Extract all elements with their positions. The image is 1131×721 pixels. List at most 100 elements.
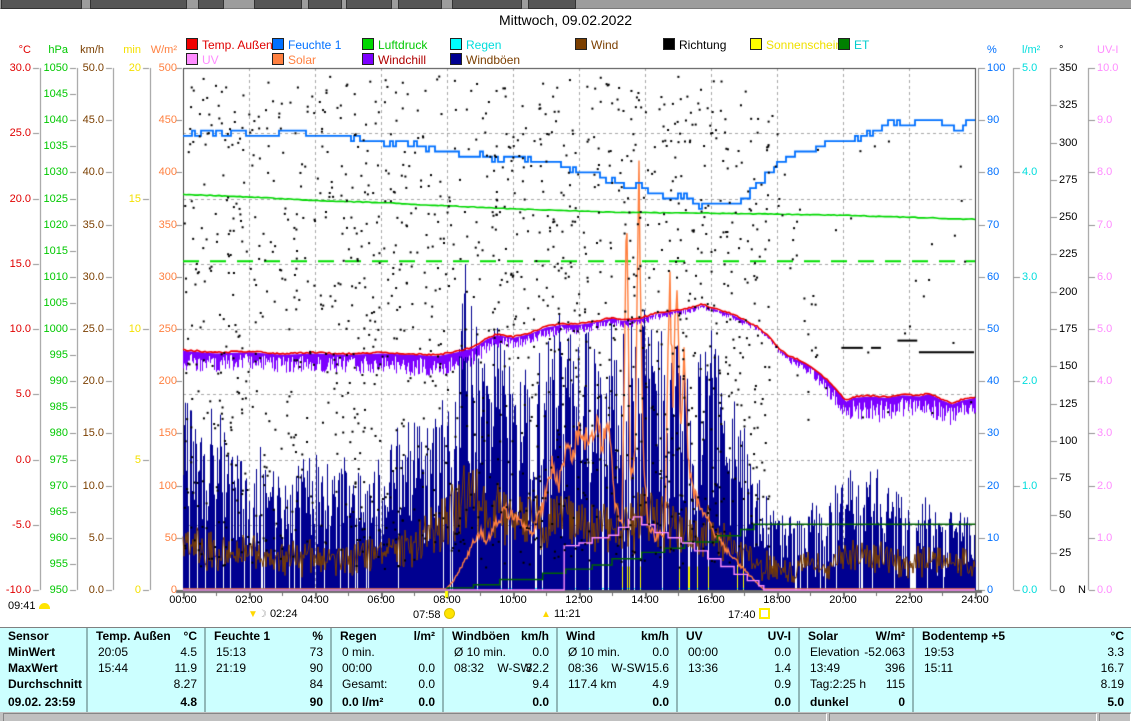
axis-unit-label: l/m² (1022, 44, 1041, 56)
axis-tick-label: 60 (987, 270, 1000, 283)
moonrise-time: 11:21 (553, 608, 581, 620)
axis-tick-label: 980 (49, 427, 68, 440)
sunrise-marker: 07:58 (413, 608, 455, 621)
table-column-header: UV UV-I (678, 628, 798, 644)
cell-time: dunkel (810, 695, 849, 709)
cell-value: 1.4 (774, 661, 791, 675)
axis-tick-label: 20 (128, 62, 141, 74)
axis-tick-label: 5 (134, 453, 141, 466)
axis-tick-label: 1000 (43, 323, 68, 335)
cell-time: 15:11 (924, 661, 954, 675)
table-cell-row: Gesamt: 0.0 (332, 676, 442, 692)
table-cell-row: 20:05 4.5 (88, 644, 204, 660)
cell-value: 0.0 (418, 695, 435, 709)
table-column-header: Bodentemp +5 °C (914, 628, 1131, 644)
cell-time: Tag:2:25 h (810, 677, 867, 691)
axis-tick-label: 30.0 (9, 62, 31, 74)
cell-value: 0.0 (774, 695, 791, 709)
cell-value: 0.0 (774, 645, 791, 659)
table-cell-row: 13:36 1.4 (678, 660, 798, 676)
sun-icon (443, 608, 455, 619)
x-axis-tick-label: 04:00 (301, 594, 329, 606)
axis-tick-label: 0.0 (15, 453, 31, 466)
axis-tick-label: 250 (1059, 211, 1078, 224)
table-cell-row: 19:53 3.3 (914, 644, 1131, 660)
axis-tick-label: 995 (49, 349, 68, 362)
table-column-header: Temp. Außen °C (88, 628, 204, 644)
axis-tick-label: 1050 (43, 62, 68, 74)
table-cell-row: 13:49 396 (800, 660, 912, 676)
axis-tick-label: 1035 (43, 140, 68, 153)
cell-time: Gesamt: (342, 677, 388, 691)
moon-down-icon: ▼ (248, 609, 258, 620)
x-axis-tick-label: 02:00 (235, 594, 263, 606)
column-name: Bodentemp +5 (922, 629, 1006, 643)
table-cell-row: 08:32 W-SW 32.2 (444, 660, 556, 676)
axis-tick-label: 3.0 (1022, 270, 1038, 283)
cell-time: 13:49 (810, 661, 841, 675)
table-cell-row: Elevation -52.063 (800, 644, 912, 660)
column-name: Feuchte 1 (214, 629, 271, 643)
row-label-text: 09.02. 23:59 (8, 695, 76, 709)
axis-tick-label: 15.0 (82, 427, 104, 440)
table-cell-row: 08:36 W-SW 15.6 (558, 660, 676, 676)
table-column-header: Windböen km/h (444, 628, 556, 644)
table-cell-row: 00:00 0.0 (678, 644, 798, 660)
table-row-label: MinWert (0, 644, 86, 660)
axis-tick-label: 965 (49, 505, 68, 518)
axis-tick-label: 0 (134, 584, 141, 596)
axis-tick-label: 225 (1059, 248, 1078, 261)
cell-value: 8.27 (173, 677, 197, 691)
cell-time: 00:00 (342, 661, 373, 675)
axis-tick-label: 90 (987, 114, 1000, 127)
axis-tick-label: 50 (987, 323, 1000, 335)
cell-value: 0.9 (774, 677, 791, 691)
axis-tick-label: 20.0 (9, 192, 31, 205)
table-cell-row: 5.0 (914, 694, 1131, 710)
axis-tick-label: 175 (1059, 323, 1078, 335)
axis-tick-label: 250 (158, 323, 177, 335)
axis-unit-label: % (987, 44, 997, 56)
x-axis-tick-label: 14:00 (631, 594, 659, 606)
axis-tick-label: 1010 (43, 270, 68, 283)
axis-tick-label: 300 (1059, 136, 1078, 149)
axis-tick-label: 4.0 (1022, 166, 1038, 179)
table-column-feuchte-1: Feuchte 1% 15:13 73 21:19 90 84 90 (204, 628, 330, 712)
axis-tick-label: 350 (158, 218, 177, 231)
axis-tick-label: 5.0 (1022, 62, 1038, 74)
axis-tick-label: 40 (987, 375, 1000, 388)
axis-tick-label: 30 (987, 427, 1000, 440)
cell-value: 0.0 (652, 695, 669, 709)
cell-value: 5.0 (1107, 695, 1124, 709)
cell-time: 21:19 (216, 661, 247, 675)
axis-unit-label: hPa (48, 44, 68, 56)
table-cell-row: 117.4 km 4.9 (558, 676, 676, 692)
table-column-header: Feuchte 1% (206, 628, 330, 644)
axis-tick-label: 975 (49, 453, 68, 466)
axis-unit-label: km/h (80, 44, 104, 56)
cell-value: 32.2 (525, 661, 549, 675)
axis-tick-label: 45.0 (82, 114, 104, 127)
table-row-label: MaxWert (0, 660, 86, 676)
table-column-temp-au-en: Temp. Außen °C 20:05 4.5 15:44 11.9 8.27 4.8 (86, 628, 204, 712)
cell-value: 16.7 (1100, 661, 1124, 675)
cell-value: 0.0 (532, 645, 549, 659)
statistics-table: Sensor MinWert MaxWert Durchschnitt 09.02. 2… (0, 627, 1131, 713)
axis-tick-label: 25.0 (9, 127, 31, 140)
axis-tick-label: 1005 (43, 296, 68, 309)
axis-tick-label: 25 (1059, 546, 1072, 559)
axis-unit-label: min (123, 44, 141, 56)
axis-tick-label: 50 (1059, 509, 1072, 522)
column-unit: % (312, 629, 323, 643)
moonset-marker: ▼☽ 02:24 (248, 608, 297, 620)
cell-time: 15:44 (98, 661, 129, 675)
table-cell-row: 0.0 (558, 694, 676, 710)
axis-tick-label: 6.0 (1097, 270, 1113, 283)
cell-time: 15:13 (216, 645, 247, 659)
cell-value: 0.0 (418, 661, 435, 675)
cell-time: 0 min. (342, 645, 375, 659)
table-cell-row: 0.0 l/m² 0.0 (332, 694, 442, 710)
cell-value: 73 (309, 645, 323, 659)
table-cell-row: 15:11 16.7 (914, 660, 1131, 676)
